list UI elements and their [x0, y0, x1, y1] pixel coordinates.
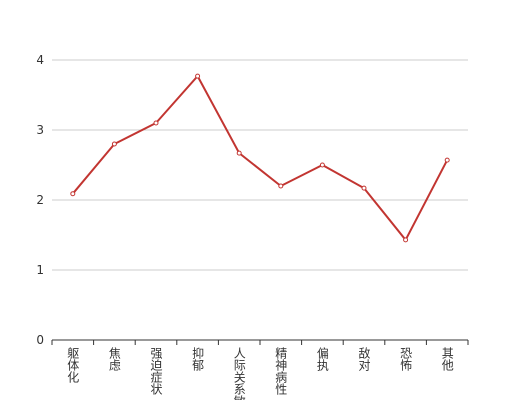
x-tick-label: 躯体化: [66, 346, 80, 384]
point: [153, 120, 159, 126]
x-tick-label: 其他: [440, 347, 454, 371]
point: [444, 157, 450, 163]
y-tick-label: 0: [36, 333, 44, 347]
y-tick-label: 3: [36, 123, 44, 137]
point: [111, 141, 117, 147]
point: [361, 185, 367, 191]
line: [72, 74, 449, 242]
x-tick-label: 偏执: [315, 346, 329, 372]
y-tick-label: 4: [36, 53, 44, 67]
point: [278, 183, 284, 189]
x-tick-label: 焦虑: [107, 347, 121, 371]
x-tick-label: 抑郁: [191, 346, 205, 372]
x-tick-label: 精神病性: [274, 347, 288, 396]
point: [236, 150, 242, 156]
y-tick-label: 2: [36, 193, 44, 207]
y-tick-label: 1: [36, 263, 44, 277]
x-tick-label: 敌对: [357, 346, 371, 371]
point: [319, 162, 325, 168]
x-tick-label: 恐怖: [399, 347, 413, 371]
point: [403, 237, 409, 243]
x-tick-label: 人际关系敏感: [232, 347, 246, 400]
point: [195, 73, 201, 79]
x-tick-label: 强迫症状: [149, 347, 163, 395]
point: [70, 191, 76, 197]
